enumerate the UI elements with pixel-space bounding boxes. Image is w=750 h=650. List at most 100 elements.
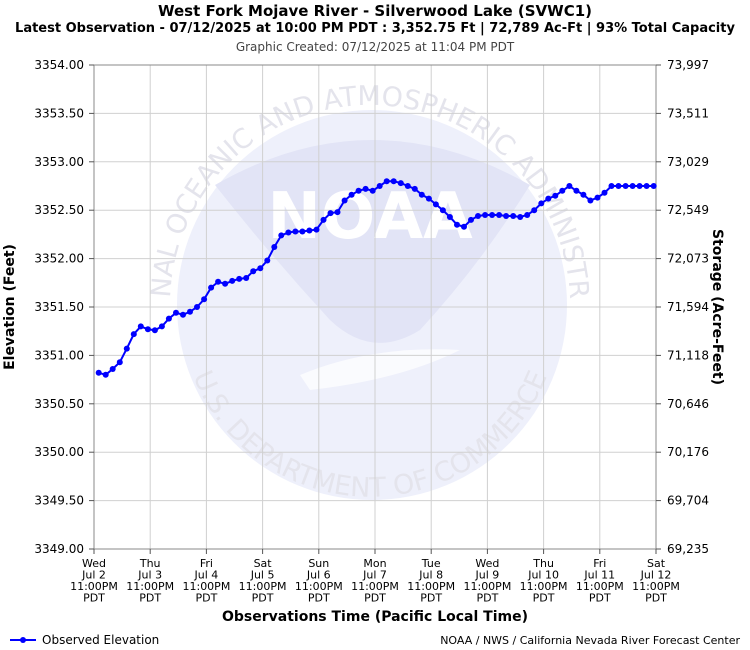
data-point — [425, 195, 432, 202]
data-point — [362, 185, 369, 192]
data-point — [257, 265, 264, 272]
data-point — [299, 228, 306, 235]
x-tick-label: 11:00PM — [407, 580, 455, 593]
x-tick-label: PDT — [533, 592, 555, 605]
x-tick-label: Jul 6 — [306, 569, 331, 582]
data-point — [250, 268, 257, 275]
data-point — [229, 277, 236, 284]
data-point — [418, 191, 425, 198]
data-point — [236, 275, 243, 282]
data-point — [587, 197, 594, 204]
x-tick-label: 11:00PM — [463, 580, 511, 593]
y-tick-label: 3352.50 — [34, 203, 84, 217]
data-point — [313, 226, 320, 233]
data-point — [208, 284, 215, 291]
data-point — [439, 207, 446, 214]
y-tick-label: 3350.50 — [34, 397, 84, 411]
x-tick-label: Jul 5 — [250, 569, 275, 582]
data-point — [369, 187, 376, 194]
y2-tick-label: 73,511 — [667, 106, 709, 120]
data-point — [187, 308, 193, 315]
y-tick-label: 3350.00 — [34, 445, 84, 459]
data-point — [292, 228, 299, 235]
x-tick-label: PDT — [589, 592, 611, 605]
x-tick-label: Thu — [532, 557, 554, 570]
data-point — [320, 216, 327, 223]
data-point — [243, 275, 250, 281]
data-point — [538, 200, 545, 207]
data-point — [383, 178, 390, 185]
data-point — [95, 369, 102, 376]
data-point — [454, 221, 460, 228]
data-point — [475, 213, 481, 219]
data-point — [461, 223, 467, 230]
data-point — [446, 214, 453, 220]
y-tick-label: 3353.50 — [34, 106, 84, 120]
data-point — [489, 212, 496, 218]
y2-tick-label: 71,118 — [667, 348, 709, 362]
data-point — [559, 187, 566, 194]
x-tick-label: Fri — [593, 557, 606, 570]
data-point — [622, 183, 629, 189]
data-point — [468, 216, 474, 223]
y2-axis-label: Storage (Acre-Feet) — [709, 229, 725, 385]
x-tick-label: 11:00PM — [182, 580, 230, 593]
y2-axis-ticks: 69,235 69,704 70,176 70,646 71,118 71,594 72,0… — [667, 58, 709, 556]
graphic-created-text: Graphic Created: 07/12/2025 at 11:04 PM … — [235, 40, 515, 54]
x-tick-label: Sat — [647, 557, 666, 570]
y2-tick-label: 73,029 — [667, 155, 709, 169]
data-point — [306, 227, 313, 234]
x-tick-label: Tue — [421, 557, 441, 570]
data-point — [517, 214, 524, 220]
y2-tick-label: 70,646 — [667, 397, 709, 411]
data-point — [151, 327, 158, 334]
x-tick-label: 11:00PM — [126, 580, 174, 593]
x-tick-label: Jul 12 — [640, 569, 672, 582]
data-point — [636, 183, 643, 189]
x-tick-label: 11:00PM — [520, 580, 568, 593]
data-point — [180, 311, 186, 318]
data-point — [194, 304, 200, 310]
x-tick-label: Jul 4 — [194, 569, 219, 582]
x-tick-label: PDT — [252, 592, 274, 605]
x-tick-label: 11:00PM — [239, 580, 287, 593]
data-point — [397, 180, 404, 187]
data-point — [158, 323, 165, 330]
x-tick-label: Jul 9 — [475, 569, 500, 582]
y2-tick-label: 72,549 — [667, 203, 709, 217]
x-tick-label: PDT — [645, 592, 667, 605]
x-tick-label: Wed — [475, 557, 499, 570]
data-point — [573, 187, 580, 194]
data-point — [348, 191, 355, 198]
y-tick-label: 3349.50 — [34, 494, 84, 508]
x-tick-label: Fri — [200, 557, 213, 570]
data-point — [552, 192, 559, 199]
x-tick-label: Jul 7 — [362, 569, 387, 582]
y-axis-ticks: 3349.00 3349.50 3350.00 3350.50 3351.00 3351.… — [34, 58, 661, 556]
data-point — [531, 207, 538, 214]
series-points — [95, 178, 657, 378]
y-tick-label: 3349.00 — [34, 542, 84, 556]
y2-tick-label: 71,594 — [667, 300, 709, 314]
x-tick-label: Jul 3 — [137, 569, 162, 582]
data-point — [222, 280, 229, 287]
data-point — [165, 315, 172, 322]
data-point — [285, 229, 292, 236]
x-tick-label: Jul 11 — [583, 569, 615, 582]
x-axis-label: Observations Time (Pacific Local Time) — [222, 609, 528, 625]
data-point — [608, 183, 615, 189]
data-point — [355, 187, 362, 194]
x-tick-label: 11:00PM — [351, 580, 399, 593]
data-point — [334, 209, 341, 216]
legend-label: Observed Elevation — [42, 633, 160, 647]
data-point — [215, 278, 222, 285]
y2-tick-label: 69,704 — [667, 494, 709, 508]
x-tick-label: Sat — [254, 557, 273, 570]
data-point — [327, 210, 334, 217]
data-point — [137, 323, 144, 330]
data-point — [130, 331, 137, 338]
data-point — [643, 183, 650, 189]
data-point — [390, 178, 397, 185]
data-point — [615, 183, 622, 189]
